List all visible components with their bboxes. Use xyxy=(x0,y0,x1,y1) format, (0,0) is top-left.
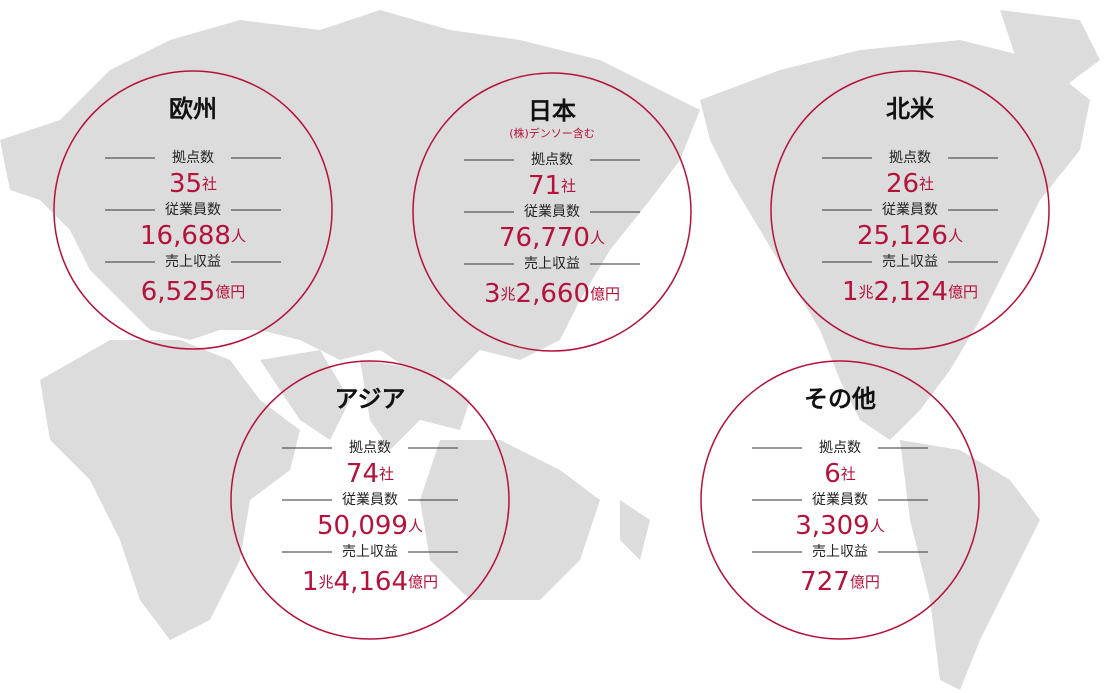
region-circle xyxy=(230,360,510,640)
stat-value: 727億円 xyxy=(800,567,880,597)
stat-value: 16,688人 xyxy=(140,221,246,251)
stat-label: 従業員数 xyxy=(165,202,221,218)
stat-unit: 人 xyxy=(870,517,885,535)
stat-label: 従業員数 xyxy=(342,492,398,508)
stat-label: 売上収益 xyxy=(882,254,938,270)
stat-number: 2,124 xyxy=(874,277,948,307)
region-circle xyxy=(412,72,692,352)
stat-number: 1 xyxy=(302,567,319,597)
stat-number: 4,164 xyxy=(334,567,408,597)
stat-unit: 兆 xyxy=(501,285,516,303)
stat-unit: 億円 xyxy=(948,283,978,301)
region-title: アジア xyxy=(334,385,405,413)
stat-number: 26 xyxy=(886,169,919,199)
stat-unit: 人 xyxy=(408,517,423,535)
stat-label: 拠点数 xyxy=(349,440,391,456)
stat-number: 74 xyxy=(346,459,379,489)
stat-unit: 億円 xyxy=(215,283,245,301)
stat-number: 727 xyxy=(800,567,850,597)
stat-number: 2,660 xyxy=(516,279,590,309)
stat-label: 売上収益 xyxy=(342,544,398,560)
region-circle xyxy=(53,70,333,350)
stat-number: 6,525 xyxy=(141,277,215,307)
stat-number: 35 xyxy=(169,169,202,199)
stat-label: 拠点数 xyxy=(819,440,861,456)
stat-unit: 社 xyxy=(841,465,856,483)
stat-label: 拠点数 xyxy=(889,150,931,166)
region-panels: 欧州拠点数35社従業員数16,688人売上収益6,525億円日本(株)デンソー含… xyxy=(53,70,1050,640)
stat-number: 50,099 xyxy=(317,511,408,541)
stat-value: 3,309人 xyxy=(795,511,884,541)
stat-value: 76,770人 xyxy=(499,223,605,253)
stat-label: 売上収益 xyxy=(165,254,221,270)
stat-value: 35社 xyxy=(169,169,217,199)
stat-label: 従業員数 xyxy=(524,204,580,220)
stat-value: 1兆4,164億円 xyxy=(302,567,438,597)
stat-unit: 億円 xyxy=(408,573,438,591)
region-title: 北米 xyxy=(886,95,934,123)
world-map xyxy=(0,10,1100,690)
region-circle xyxy=(770,70,1050,350)
stat-value: 6社 xyxy=(824,459,856,489)
stat-value: 26社 xyxy=(886,169,934,199)
region-title: 日本 xyxy=(528,97,576,125)
stat-unit: 社 xyxy=(919,175,934,193)
stat-unit: 兆 xyxy=(859,283,874,301)
region-circle xyxy=(700,360,980,640)
stat-label: 拠点数 xyxy=(172,150,214,166)
stat-value: 25,126人 xyxy=(857,221,963,251)
stat-label: 従業員数 xyxy=(812,492,868,508)
stat-number: 16,688 xyxy=(140,221,231,251)
stat-number: 76,770 xyxy=(499,223,590,253)
stat-label: 売上収益 xyxy=(812,544,868,560)
stat-label: 従業員数 xyxy=(882,202,938,218)
region-title: 欧州 xyxy=(169,95,217,123)
stat-number: 25,126 xyxy=(857,221,948,251)
stat-value: 1兆2,124億円 xyxy=(842,277,978,307)
stat-unit: 社 xyxy=(202,175,217,193)
stat-unit: 社 xyxy=(561,177,576,195)
region-note: (株)デンソー含む xyxy=(509,126,595,140)
stat-label: 売上収益 xyxy=(524,256,580,272)
stat-unit: 億円 xyxy=(590,285,620,303)
stat-value: 6,525億円 xyxy=(141,277,245,307)
stat-unit: 人 xyxy=(590,229,605,247)
stat-number: 71 xyxy=(528,171,561,201)
stat-value: 3兆2,660億円 xyxy=(484,279,620,309)
stat-number: 1 xyxy=(842,277,859,307)
stat-unit: 人 xyxy=(948,227,963,245)
stat-number: 3 xyxy=(484,279,501,309)
stat-label: 拠点数 xyxy=(531,152,573,168)
stat-unit: 人 xyxy=(231,227,246,245)
stat-number: 6 xyxy=(824,459,841,489)
stat-unit: 兆 xyxy=(319,573,334,591)
stat-unit: 億円 xyxy=(850,573,880,591)
stat-value: 74社 xyxy=(346,459,394,489)
stat-value: 50,099人 xyxy=(317,511,423,541)
stat-value: 71社 xyxy=(528,171,576,201)
region-title: その他 xyxy=(804,385,876,413)
stat-number: 3,309 xyxy=(795,511,869,541)
stat-unit: 社 xyxy=(379,465,394,483)
